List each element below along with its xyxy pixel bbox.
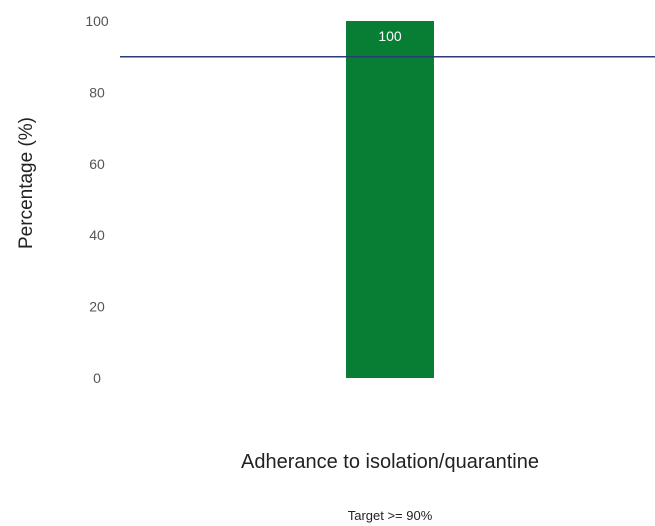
target-footnote: Target >= 90%: [348, 508, 433, 523]
y-tick-label: 20: [89, 299, 105, 315]
y-tick-label: 60: [89, 156, 105, 172]
y-tick-label: 100: [85, 13, 109, 29]
y-tick-label: 40: [89, 227, 105, 243]
y-tick-label: 80: [89, 84, 105, 100]
y-axis-title: Percentage (%): [16, 117, 37, 249]
y-axis-ticks: 0 20 40 60 80 100: [85, 13, 109, 386]
bars: 100: [346, 21, 434, 378]
y-tick-label: 0: [93, 370, 101, 386]
bar: [346, 21, 434, 378]
category-label: Adherance to isolation/quarantine: [241, 451, 539, 473]
bar-data-label: 100: [378, 28, 402, 44]
